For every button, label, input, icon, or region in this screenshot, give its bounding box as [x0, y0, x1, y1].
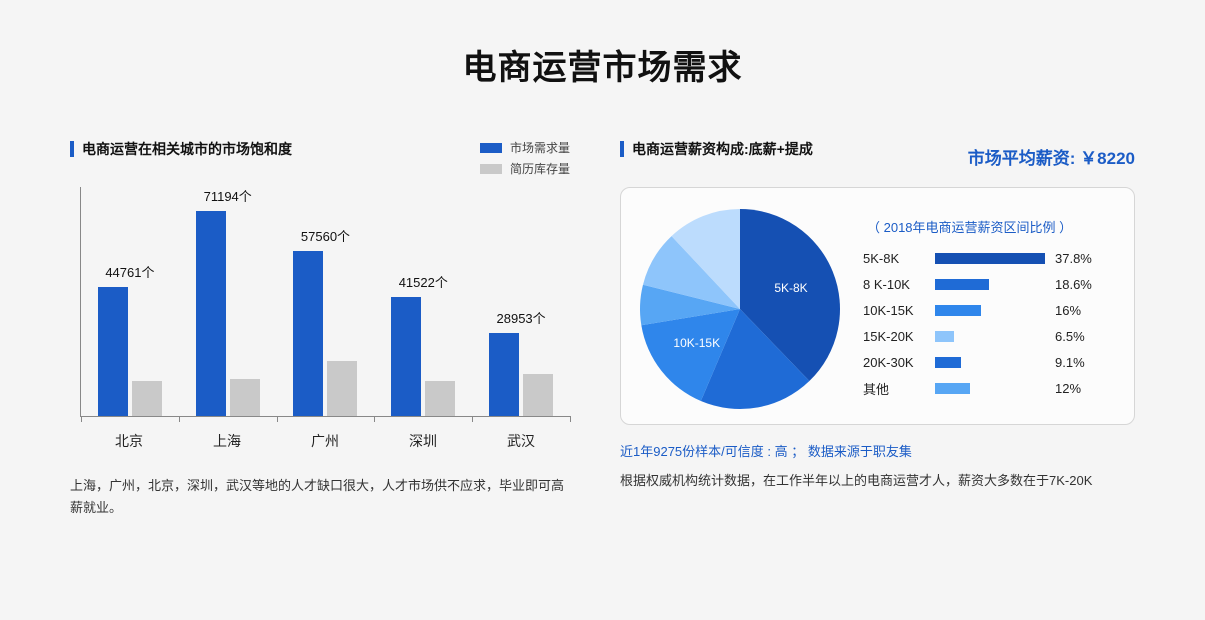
- distribution-label: 10K-15K: [863, 303, 925, 318]
- left-column: 电商运营在相关城市的市场饱和度 市场需求量 简历库存量 44761个 71194个…: [70, 139, 570, 519]
- pie-chart: 5K-8K 10K-15K: [635, 204, 845, 414]
- right-caption: 根据权威机构统计数据，在工作半年以上的电商运营才人，薪资大多数在于7K-20K: [620, 470, 1135, 492]
- legend-resume: 简历库存量: [480, 160, 570, 177]
- bar-demand: [98, 287, 128, 416]
- bar-resume: [230, 379, 260, 416]
- left-section-title: 电商运营在相关城市的市场饱和度: [70, 139, 292, 159]
- right-section-title-text: 电商运营薪资构成:底薪+提成: [632, 139, 813, 159]
- legend-demand-label: 市场需求量: [510, 139, 570, 156]
- page-title: 电商运营市场需求: [0, 0, 1205, 139]
- distribution-label: 5K-8K: [863, 251, 925, 266]
- distribution-title: （ 2018年电商运营薪资区间比例 ）: [863, 217, 1116, 236]
- bar-x-label: 北京: [80, 425, 178, 447]
- bar-value-label: 41522个: [399, 272, 448, 291]
- bar-value-label: 71194个: [204, 186, 252, 205]
- bar-group: 28953个: [472, 187, 570, 416]
- bar-resume: [425, 381, 455, 416]
- pie-slice-label: 10K-15K: [673, 336, 720, 350]
- bar-group: 57560个: [277, 187, 375, 416]
- bar-x-label: 广州: [276, 425, 374, 447]
- distribution-row: 其他 12%: [863, 376, 1116, 402]
- bar-demand: [391, 297, 421, 416]
- bar-legend: 市场需求量 简历库存量: [480, 139, 570, 177]
- legend-resume-label: 简历库存量: [510, 160, 570, 177]
- accent-bar: [70, 141, 74, 157]
- bar-value-label: 28953个: [497, 308, 546, 327]
- bar-group: 71194个: [179, 187, 277, 416]
- axis-tick: [472, 416, 473, 422]
- bar-demand: [489, 333, 519, 416]
- bar-value-label: 57560个: [301, 226, 350, 245]
- distribution-label: 其他: [863, 379, 925, 398]
- distribution-bar-fill: [935, 253, 1045, 264]
- axis-tick: [374, 416, 375, 422]
- distribution-list: （ 2018年电商运营薪资区间比例 ） 5K-8K 37.8% 8 K-10K 18…: [863, 217, 1116, 402]
- distribution-bar-fill: [935, 383, 970, 394]
- source-note: 近1年9275份样本/可信度 : 高 ； 数据来源于职友集: [620, 441, 1135, 460]
- distribution-pct: 6.5%: [1055, 329, 1105, 344]
- distribution-bar-fill: [935, 357, 961, 368]
- avg-salary: 市场平均薪资: ￥8220: [968, 144, 1135, 169]
- left-section-title-text: 电商运营在相关城市的市场饱和度: [82, 139, 292, 159]
- distribution-bar-fill: [935, 331, 954, 342]
- distribution-bar: [935, 253, 1045, 264]
- bar-group: 44761个: [81, 187, 179, 416]
- axis-tick: [277, 416, 278, 422]
- axis-tick: [570, 416, 571, 422]
- legend-swatch-demand: [480, 143, 502, 153]
- distribution-row: 15K-20K 6.5%: [863, 324, 1116, 350]
- distribution-row: 8 K-10K 18.6%: [863, 272, 1116, 298]
- distribution-bar-fill: [935, 305, 981, 316]
- distribution-bar: [935, 331, 1045, 342]
- bar-chart: 44761个 71194个 57560个 41522个 28953个 北京上海广州深圳武…: [70, 187, 570, 447]
- distribution-row: 20K-30K 9.1%: [863, 350, 1116, 376]
- distribution-bar: [935, 279, 1045, 290]
- salary-panel: 5K-8K 10K-15K （ 2018年电商运营薪资区间比例 ） 5K-8K 37…: [620, 187, 1135, 425]
- distribution-bar: [935, 383, 1045, 394]
- accent-bar: [620, 141, 624, 157]
- bar-x-label: 上海: [178, 425, 276, 447]
- legend-swatch-resume: [480, 164, 502, 174]
- distribution-row: 5K-8K 37.8%: [863, 246, 1116, 272]
- bar-resume: [327, 361, 357, 416]
- bar-demand: [196, 211, 226, 416]
- bar-x-label: 深圳: [374, 425, 472, 447]
- right-section-title: 电商运营薪资构成:底薪+提成: [620, 139, 813, 159]
- distribution-bar: [935, 305, 1045, 316]
- bar-group: 41522个: [374, 187, 472, 416]
- distribution-label: 15K-20K: [863, 329, 925, 344]
- bar-value-label: 44761个: [105, 262, 154, 281]
- pie-slice-label: 5K-8K: [774, 281, 807, 295]
- right-column: 电商运营薪资构成:底薪+提成 市场平均薪资: ￥8220 5K-8K 10K-15…: [620, 139, 1135, 519]
- bar-resume: [132, 381, 162, 416]
- distribution-label: 20K-30K: [863, 355, 925, 370]
- distribution-pct: 18.6%: [1055, 277, 1105, 292]
- axis-tick: [81, 416, 82, 422]
- bar-x-label: 武汉: [472, 425, 570, 447]
- distribution-row: 10K-15K 16%: [863, 298, 1116, 324]
- legend-demand: 市场需求量: [480, 139, 570, 156]
- bar-resume: [523, 374, 553, 416]
- distribution-pct: 16%: [1055, 303, 1105, 318]
- left-caption: 上海，广州，北京，深圳，武汉等地的人才缺口很大，人才市场供不应求，毕业即可高薪就…: [70, 475, 570, 519]
- distribution-bar: [935, 357, 1045, 368]
- distribution-pct: 9.1%: [1055, 355, 1105, 370]
- bar-chart-plot: 44761个 71194个 57560个 41522个 28953个: [80, 187, 570, 417]
- distribution-pct: 12%: [1055, 381, 1105, 396]
- bar-demand: [293, 251, 323, 416]
- distribution-bar-fill: [935, 279, 989, 290]
- distribution-pct: 37.8%: [1055, 251, 1105, 266]
- axis-tick: [179, 416, 180, 422]
- distribution-label: 8 K-10K: [863, 277, 925, 292]
